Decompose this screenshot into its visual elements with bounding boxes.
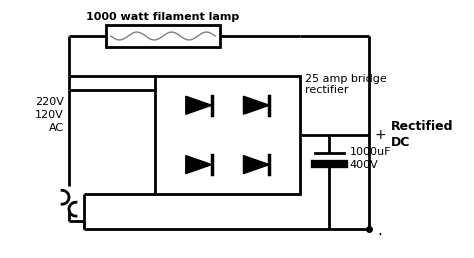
Text: +: + (374, 128, 386, 142)
Text: 25 amp bridge
rectifier: 25 amp bridge rectifier (305, 74, 386, 95)
Bar (106, 25, 220, 47)
Text: 1000uF
400V: 1000uF 400V (349, 147, 391, 170)
Polygon shape (244, 96, 269, 114)
Text: 1000 watt filament lamp: 1000 watt filament lamp (86, 12, 239, 22)
Text: 220V
120V
AC: 220V 120V AC (35, 97, 64, 133)
Text: .: . (377, 223, 382, 238)
Polygon shape (186, 96, 212, 114)
Polygon shape (186, 156, 212, 174)
Polygon shape (244, 156, 269, 174)
Text: Rectified
DC: Rectified DC (391, 120, 454, 149)
Bar (155, 76, 300, 194)
